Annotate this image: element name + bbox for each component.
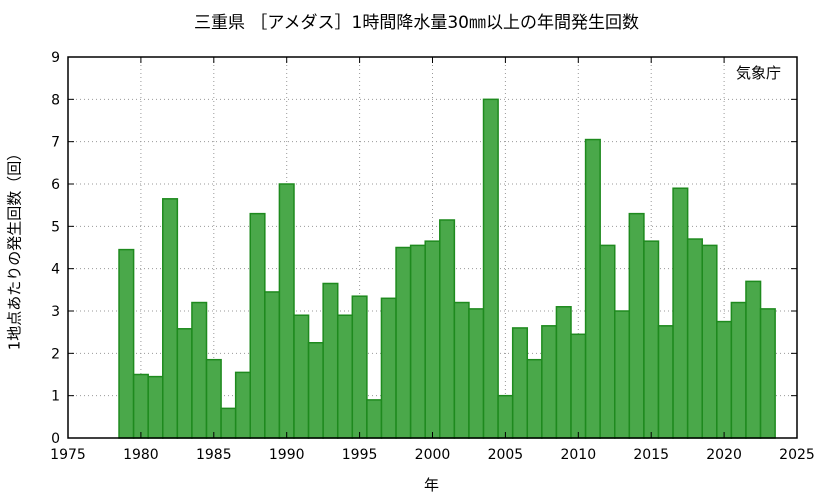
bar-2022 [745, 280, 762, 439]
bar-1979 [118, 248, 135, 439]
bar-2003 [468, 308, 485, 439]
y-tick-label: 2 [51, 346, 60, 362]
bar-2023 [759, 308, 776, 439]
bar-1983 [176, 328, 193, 439]
y-tick-label: 7 [51, 135, 60, 151]
y-tick-label: 4 [51, 262, 60, 278]
bar-2020 [716, 320, 733, 439]
x-tick-label: 2005 [488, 447, 524, 463]
y-tick-label: 6 [51, 177, 60, 193]
x-tick-label: 2020 [706, 447, 742, 463]
bar-1980 [132, 373, 149, 439]
y-tick-label: 8 [51, 92, 60, 108]
bar-2015 [643, 240, 660, 439]
x-tick-label: 1975 [50, 447, 86, 463]
bar-1985 [205, 358, 222, 439]
bar-2000 [424, 240, 441, 439]
x-tick-label: 2010 [560, 447, 596, 463]
bar-2009 [555, 306, 572, 439]
bar-1981 [147, 375, 164, 439]
bar-1999 [409, 244, 426, 439]
x-tick-label: 1980 [123, 447, 159, 463]
bar-1988 [249, 212, 266, 439]
y-tick-label: 5 [51, 219, 60, 235]
bar-2006 [511, 327, 529, 439]
bar-2014 [628, 212, 645, 439]
bar-1997 [380, 297, 397, 439]
bar-2017 [672, 187, 689, 439]
source-annotation: 気象庁 [735, 64, 781, 82]
bar-2011 [584, 138, 601, 439]
chart-title: 三重県 ［アメダス］1時間降水量30㎜以上の年間発生回数 [193, 13, 639, 33]
bar-2004 [482, 98, 499, 439]
bar-2019 [701, 244, 718, 439]
bar-1987 [234, 371, 251, 439]
x-tick-label: 1990 [269, 447, 305, 463]
y-tick-label: 3 [51, 304, 60, 320]
bar-1998 [395, 246, 412, 439]
bar-2013 [614, 310, 631, 439]
bar-2018 [686, 238, 703, 439]
x-axis-label: 年 [423, 476, 439, 494]
bar-1989 [264, 291, 281, 439]
bar-1984 [191, 301, 208, 439]
bar-2010 [570, 333, 587, 439]
y-tick-label: 0 [51, 431, 60, 447]
bar-1991 [293, 314, 310, 439]
bar-2007 [526, 358, 543, 439]
bar-2002 [453, 301, 470, 439]
bar-1994 [336, 314, 354, 439]
bar-2016 [657, 325, 674, 439]
x-tick-label: 2015 [633, 447, 669, 463]
bar-2012 [599, 244, 616, 439]
bar-1995 [351, 295, 368, 439]
bar-1996 [366, 399, 383, 439]
bar-1982 [162, 198, 179, 439]
bar-1986 [220, 407, 237, 439]
x-tick-label: 2025 [779, 447, 815, 463]
bar-1990 [278, 183, 295, 439]
bar-2008 [541, 325, 558, 439]
x-tick-label: 2000 [415, 447, 451, 463]
bar-2005 [497, 394, 514, 439]
x-tick-label: 1985 [196, 447, 232, 463]
bar-2021 [730, 301, 747, 439]
y-tick-label: 1 [51, 389, 60, 405]
y-tick-label: 9 [51, 50, 60, 66]
bar-1992 [307, 342, 324, 439]
x-tick-label: 1995 [342, 447, 378, 463]
bar-1993 [322, 282, 339, 439]
bar-2001 [439, 219, 456, 439]
